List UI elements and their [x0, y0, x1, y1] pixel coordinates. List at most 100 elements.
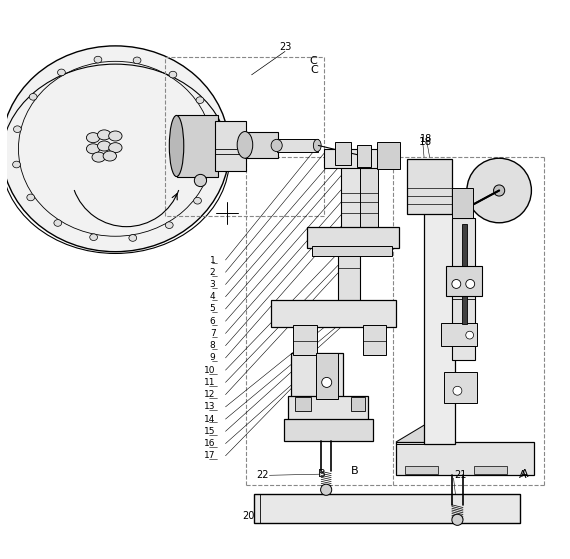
Text: 11: 11 [204, 378, 215, 387]
Circle shape [453, 386, 462, 395]
Ellipse shape [165, 222, 173, 229]
Text: 22: 22 [256, 470, 268, 480]
Bar [408, 159, 452, 214]
Circle shape [452, 514, 463, 525]
Text: 8: 8 [210, 341, 215, 350]
Text: 20: 20 [242, 511, 254, 521]
Text: 23: 23 [279, 42, 291, 52]
Bar [441, 323, 477, 346]
Bar [288, 396, 368, 420]
Bar [360, 167, 378, 226]
Ellipse shape [103, 151, 116, 161]
Ellipse shape [210, 130, 218, 136]
Ellipse shape [54, 220, 62, 226]
Bar [443, 372, 477, 403]
Ellipse shape [29, 93, 37, 100]
Bar [424, 210, 455, 444]
Bar [291, 353, 343, 399]
Ellipse shape [196, 97, 204, 103]
Bar [177, 115, 218, 177]
Text: 14: 14 [204, 415, 215, 424]
Circle shape [194, 174, 206, 187]
Text: 15: 15 [204, 427, 215, 436]
Bar [276, 139, 319, 151]
Ellipse shape [97, 130, 111, 140]
Bar [405, 466, 438, 474]
Ellipse shape [14, 126, 21, 132]
Text: A: A [522, 469, 529, 479]
Bar [245, 131, 278, 158]
Bar [341, 165, 363, 229]
Ellipse shape [194, 197, 201, 204]
Text: 13: 13 [204, 402, 215, 411]
Bar [351, 397, 365, 411]
Text: 10: 10 [204, 366, 215, 375]
Circle shape [452, 280, 461, 288]
Circle shape [321, 377, 332, 387]
Bar [284, 419, 373, 441]
Text: A: A [519, 470, 526, 480]
Bar [324, 149, 399, 168]
Ellipse shape [89, 234, 97, 240]
Bar [462, 224, 467, 324]
Ellipse shape [314, 139, 321, 151]
Text: 4: 4 [210, 292, 215, 301]
Bar [254, 494, 520, 523]
Polygon shape [396, 425, 424, 444]
Text: 18: 18 [418, 136, 431, 146]
Ellipse shape [58, 69, 66, 76]
Bar [295, 397, 311, 411]
Bar [215, 121, 246, 171]
Circle shape [467, 158, 531, 223]
Text: C: C [309, 56, 317, 67]
Bar [396, 442, 534, 475]
Ellipse shape [209, 165, 217, 172]
Text: 3: 3 [210, 280, 215, 289]
Circle shape [466, 331, 474, 339]
Bar [294, 325, 317, 354]
Ellipse shape [129, 235, 137, 241]
Text: 9: 9 [210, 353, 215, 362]
Bar [377, 141, 400, 169]
Text: 12: 12 [204, 390, 215, 399]
Text: 1: 1 [210, 255, 215, 264]
Bar [357, 145, 371, 167]
Bar [446, 266, 482, 296]
Text: 7: 7 [210, 329, 215, 338]
Ellipse shape [109, 143, 122, 153]
Ellipse shape [109, 131, 122, 141]
Ellipse shape [87, 144, 100, 154]
Bar [335, 142, 351, 165]
Ellipse shape [92, 152, 105, 162]
Bar [271, 300, 396, 327]
Circle shape [320, 484, 332, 495]
Bar [452, 188, 473, 219]
Bar [312, 246, 392, 256]
Text: 5: 5 [210, 305, 215, 314]
Ellipse shape [27, 194, 35, 201]
Text: 21: 21 [455, 470, 467, 480]
Ellipse shape [97, 141, 111, 151]
Ellipse shape [169, 72, 177, 78]
Ellipse shape [13, 161, 21, 168]
Text: C: C [310, 65, 318, 75]
Ellipse shape [169, 115, 184, 177]
Ellipse shape [237, 131, 253, 158]
Ellipse shape [94, 56, 102, 63]
Ellipse shape [1, 46, 229, 252]
Ellipse shape [87, 132, 100, 143]
Bar [316, 353, 338, 399]
Text: B: B [319, 469, 326, 479]
Bar [307, 226, 399, 248]
Bar [363, 325, 386, 354]
Ellipse shape [271, 139, 282, 151]
Text: 2: 2 [210, 268, 215, 277]
Text: B: B [351, 466, 359, 476]
Circle shape [494, 185, 504, 196]
Text: 16: 16 [204, 439, 215, 448]
Text: 17: 17 [204, 451, 215, 460]
Text: 18: 18 [420, 134, 432, 144]
Text: 6: 6 [210, 317, 215, 326]
Bar [474, 466, 507, 474]
Ellipse shape [133, 57, 141, 64]
